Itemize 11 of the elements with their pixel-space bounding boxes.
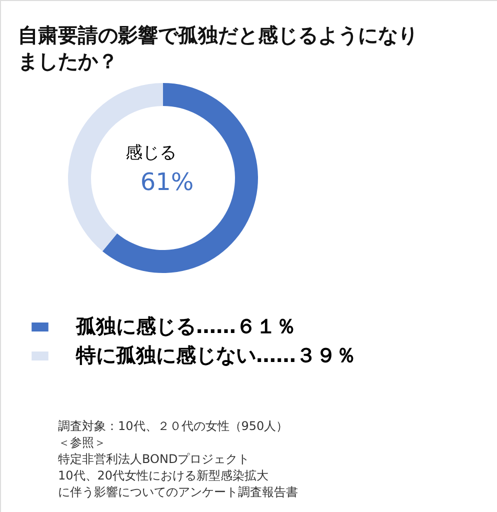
text: 10代、20代女性における新型感染拡大	[58, 468, 269, 482]
legend-label: 孤独に感じる……６１％	[75, 314, 296, 338]
text: 感じる	[126, 143, 176, 163]
text: 調査対象：10代、２０代の女性（950人）	[58, 419, 288, 433]
chart-title: 自粛要請の影響で孤独だと感じるようになりましたか？	[18, 23, 418, 73]
text: 61%	[140, 168, 194, 196]
text: に伴う影響についてのアンケート調査報告書	[58, 485, 298, 499]
legend-label: 特に孤独に感じない……３９％	[75, 343, 356, 367]
donut-slice	[102, 83, 258, 273]
text: 特定非営利法人BONDプロジェクト	[58, 452, 250, 466]
text: ＜参照＞	[58, 436, 106, 450]
